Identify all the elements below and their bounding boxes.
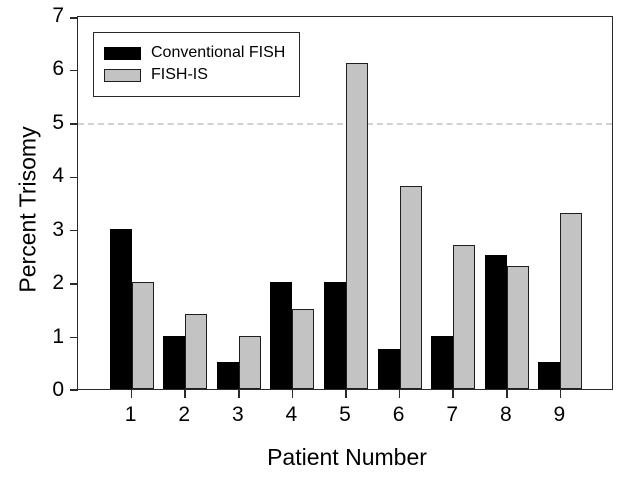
conventional-fish-bar-p7	[431, 335, 454, 389]
y-tick-7	[70, 17, 78, 19]
conventional-fish-bar-p5	[324, 282, 346, 389]
y-tick-label-5: 5	[52, 110, 64, 134]
x-tick-6	[398, 390, 401, 398]
legend-label: Conventional FISH	[151, 44, 286, 61]
y-tick-2	[70, 283, 78, 285]
fish-is-bar-p2	[185, 314, 208, 389]
x-tick-5	[345, 390, 347, 398]
fish-is-bar-p7	[453, 244, 476, 389]
fish-is-bar-p5	[346, 63, 368, 389]
conventional-fish-bar-p9	[538, 362, 561, 389]
legend-item-fish-is: FISH-IS	[104, 64, 299, 86]
conventional-fish-bar-p6	[377, 348, 400, 389]
fish-is-bar-p1	[131, 282, 154, 389]
conventional-fish-bar-p1	[109, 228, 132, 389]
y-tick-4	[70, 176, 78, 179]
y-tick-label-6: 6	[52, 57, 64, 81]
conventional-fish-bar-p3	[216, 362, 239, 389]
y-tick-label-1: 1	[52, 324, 64, 348]
fish-is-bar-p8	[506, 266, 529, 389]
y-tick-label-3: 3	[52, 217, 64, 241]
y-tick-1	[70, 336, 78, 339]
y-tick-5	[70, 123, 78, 125]
x-tick-label-3: 3	[231, 403, 244, 426]
conventional-fish-swatch	[104, 46, 141, 60]
x-tick-label-8: 8	[499, 403, 512, 426]
conventional-fish-bar-p4	[270, 282, 293, 389]
plot-area: Conventional FISH FISH-IS	[70, 16, 613, 398]
x-tick-9	[559, 390, 562, 398]
x-axis-title: Patient Number	[267, 444, 427, 470]
x-tick-label-6: 6	[392, 403, 405, 426]
conventional-fish-bar-p8	[484, 255, 507, 389]
y-tick-0	[70, 389, 78, 391]
x-tick-2	[184, 390, 186, 398]
x-tick-3	[238, 390, 240, 398]
y-tick-label-2: 2	[52, 271, 64, 295]
y-tick-label-0: 0	[52, 378, 64, 401]
fish-is-bar-p6	[399, 185, 422, 389]
fish-is-bar-p4	[292, 308, 315, 389]
y-tick-label-7: 7	[52, 4, 64, 27]
x-tick-7	[452, 390, 454, 398]
conventional-fish-bar-p2	[163, 335, 186, 389]
x-tick-label-2: 2	[178, 403, 191, 426]
y-tick-label-4: 4	[52, 164, 64, 188]
legend: Conventional FISH FISH-IS	[93, 32, 300, 97]
reference-line-5pct	[78, 122, 612, 125]
x-tick-label-5: 5	[339, 403, 351, 426]
fish-is-swatch	[104, 68, 141, 82]
x-tick-label-7: 7	[446, 403, 459, 426]
legend-item-conventional-fish: Conventional FISH	[104, 42, 299, 64]
y-tick-6	[70, 69, 78, 72]
fish-is-bar-p9	[560, 212, 583, 389]
x-tick-label-9: 9	[553, 403, 566, 426]
x-tick-8	[506, 390, 508, 398]
legend-label: FISH-IS	[151, 66, 208, 83]
x-tick-4	[291, 390, 294, 398]
x-tick-label-4: 4	[285, 403, 298, 426]
x-tick-1	[130, 390, 133, 398]
y-tick-3	[70, 229, 78, 232]
x-tick-label-1: 1	[124, 403, 137, 426]
fish-is-bar-p3	[238, 335, 261, 389]
